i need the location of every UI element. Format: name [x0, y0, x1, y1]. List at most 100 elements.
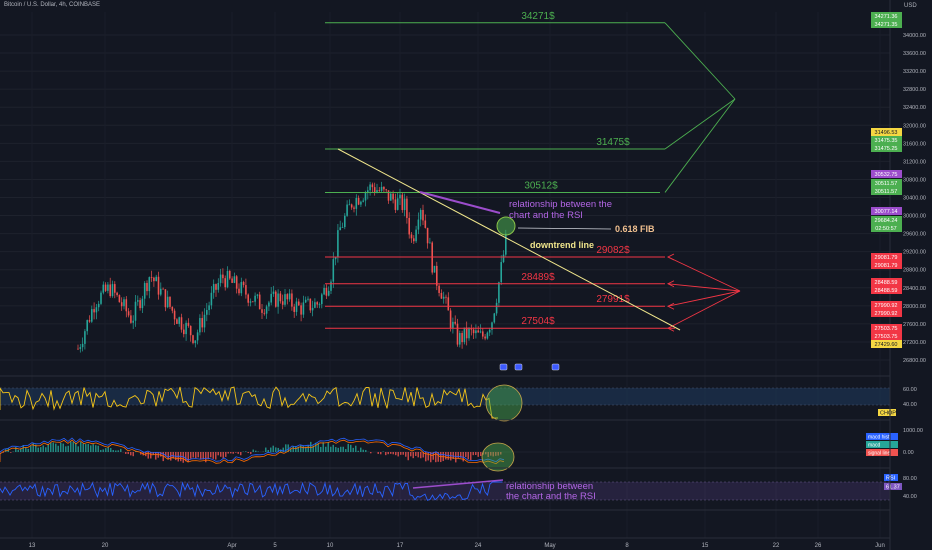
macd-hist-bar [252, 449, 254, 452]
candle-body [479, 331, 482, 333]
macd-hist-bar [120, 448, 122, 452]
time-tick: 10 [327, 543, 334, 549]
fib-arrow [517, 227, 612, 230]
macd-hist-bar [400, 452, 402, 455]
macd-hist-bar [407, 452, 409, 461]
chop-tag [878, 409, 896, 416]
candle-body [199, 318, 201, 333]
candle-body [201, 318, 203, 328]
candle-body [318, 304, 321, 305]
candle-body [242, 282, 245, 286]
candle-body [463, 327, 466, 343]
price-axis: 34000.00 33600.00 33200.00 32800.00 32400.00… [871, 0, 926, 550]
macd-hist-bar [322, 442, 324, 452]
time-tick: 22 [773, 543, 780, 549]
rsi-tick: 80.00 [903, 476, 917, 482]
candle-body [222, 274, 224, 279]
macd-hist-bar [205, 452, 207, 463]
candle-body [150, 277, 153, 278]
macd-hist-bar [25, 447, 27, 452]
candles [77, 181, 507, 353]
candle-body [452, 321, 454, 328]
candle-body [185, 322, 187, 335]
price-tag [871, 20, 902, 28]
candle-body [433, 265, 436, 273]
candle-body [298, 301, 300, 306]
macd-hist-bar [102, 449, 104, 452]
macd-hist-bar [165, 452, 167, 457]
macd-hist-bar [275, 447, 277, 452]
candle-body [279, 293, 282, 302]
candle-body [410, 234, 413, 239]
candle-body [169, 296, 171, 307]
candle-body [394, 199, 397, 210]
rsi-value: 61.37 [886, 485, 900, 491]
macd-hist-bar [487, 452, 489, 458]
candle-body [419, 209, 422, 220]
candle-body [498, 282, 500, 303]
price-tick: 27600.00 [903, 322, 926, 328]
macd-hist-bar [405, 452, 407, 457]
macd-hist-bar [497, 452, 499, 456]
currency-label: USD [904, 3, 917, 9]
time-axis: 13 20 Apr 5 10 17 24 May 8 15 22 26 Jun [0, 537, 890, 549]
macd-hist-bar [235, 452, 237, 453]
macd-tick: 0.00 [903, 450, 914, 456]
macd-hist-bar [320, 446, 322, 452]
candle-body [281, 301, 284, 305]
macd-hist-bar [52, 442, 54, 452]
candle-body [256, 294, 259, 296]
candle-body [141, 298, 144, 309]
candle-body [357, 197, 360, 205]
arrow-head [666, 280, 675, 288]
candle-body [166, 296, 169, 308]
price-tag [871, 187, 902, 195]
macd-hist-bar [15, 447, 17, 452]
macd-hist-bar [475, 452, 477, 455]
price-tag [871, 332, 902, 340]
price-tick: 32400.00 [903, 105, 926, 111]
price-tick: 34000.00 [903, 33, 926, 39]
candle-body [104, 284, 107, 291]
macd-hist-bar [42, 445, 44, 452]
candle-body [307, 298, 309, 300]
macd-hist-bar [187, 452, 189, 462]
macd-hist-bar [385, 452, 387, 456]
candle-body [440, 292, 443, 299]
macd-hist-bar [250, 452, 252, 455]
macd-hist-bar [412, 452, 414, 459]
macd-hist-bar [500, 452, 502, 455]
price-tick: 29200.00 [903, 250, 926, 256]
candle-body [162, 288, 164, 290]
macd-hist-bar [115, 450, 117, 452]
price-tag-text: 29081.79 [875, 263, 898, 269]
candle-body [254, 295, 256, 302]
candle-body [396, 198, 399, 210]
macd-hist-bar [270, 447, 272, 452]
macd-hist-bar [345, 449, 347, 452]
candle-body [208, 305, 210, 311]
macd-hist-bar [162, 452, 164, 462]
price-tag [871, 224, 902, 232]
candle-body [401, 194, 404, 211]
macd-hist-bar [200, 452, 202, 460]
candle-body [323, 287, 325, 295]
candle-body [295, 301, 298, 312]
candle-body [406, 198, 408, 218]
price-tag [871, 207, 902, 215]
macd-hist-bar [455, 452, 457, 463]
target-arrow [664, 98, 736, 150]
candle-body [341, 227, 344, 228]
candle-body [247, 294, 249, 303]
candle-body [238, 288, 240, 294]
candle-body [127, 311, 130, 316]
level-label: 30512$ [524, 180, 558, 191]
macd-hist-bar [327, 442, 329, 452]
macd-hist-bar [155, 452, 157, 460]
macd-hist-bar [70, 441, 72, 452]
macd-hist-bar [247, 452, 249, 454]
macd-legend-text: signal line [868, 451, 890, 457]
price-tag [871, 309, 902, 317]
candle-body [272, 291, 275, 294]
